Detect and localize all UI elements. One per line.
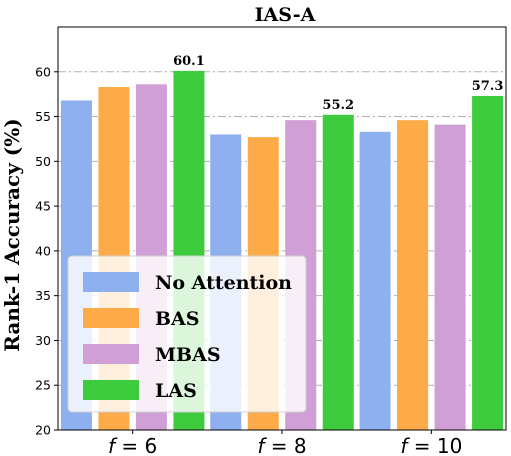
- legend-swatch: [83, 344, 139, 364]
- y-tick-label: 55: [35, 109, 51, 124]
- y-tick-label: 30: [35, 333, 51, 348]
- x-tick-label: f = 10: [400, 434, 462, 456]
- x-tick-variable: f: [108, 434, 118, 456]
- y-axis-label: Rank-1 Accuracy (%): [0, 118, 24, 351]
- legend-swatch: [83, 308, 139, 328]
- x-tick-variable: f: [400, 434, 410, 456]
- legend-label: BAS: [155, 308, 200, 330]
- x-tick-value: = 8: [264, 434, 306, 456]
- y-tick-label: 50: [35, 154, 51, 169]
- bar: [434, 124, 466, 431]
- y-ticks: 20 25 30 35 40 45 50 55 60: [35, 64, 58, 438]
- chart-title: IAS-A: [255, 4, 316, 26]
- y-tick-label: 40: [35, 243, 51, 258]
- y-tick-label: 25: [35, 378, 51, 393]
- bar: [359, 131, 391, 430]
- x-tick-label: f = 8: [257, 434, 306, 456]
- legend-box: [67, 255, 307, 413]
- data-labels: 60.1 55.2 57.3: [173, 54, 503, 113]
- legend-swatch: [83, 380, 139, 400]
- x-tick-value: = 6: [115, 434, 157, 456]
- y-tick-label: 20: [35, 423, 51, 438]
- data-label: 60.1: [173, 54, 205, 69]
- data-label: 55.2: [322, 98, 354, 113]
- legend-label: MBAS: [155, 344, 221, 366]
- legend-label: LAS: [155, 380, 197, 402]
- y-tick-label: 45: [35, 199, 51, 214]
- x-tick-label: f = 6: [108, 434, 157, 456]
- x-tick-variable: f: [257, 434, 267, 456]
- legend-label: No Attention: [155, 272, 292, 294]
- bar: [322, 114, 354, 431]
- legend: No Attention BAS MBAS LAS: [67, 255, 307, 413]
- bar: [472, 95, 504, 431]
- y-tick-label: 60: [35, 64, 51, 79]
- data-label: 57.3: [472, 79, 504, 94]
- x-tick-value: = 10: [407, 434, 462, 456]
- legend-swatch: [83, 272, 139, 292]
- bar: [397, 120, 429, 430]
- y-tick-label: 35: [35, 288, 51, 303]
